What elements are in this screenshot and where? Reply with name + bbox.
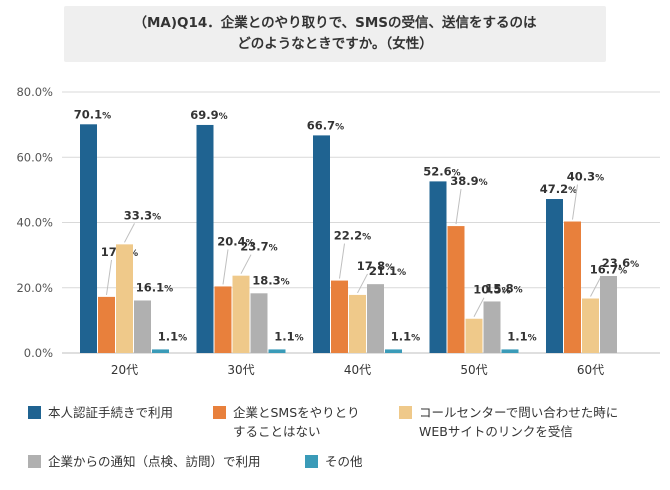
data-label: 20.4% [217,234,254,248]
bar [385,349,402,353]
legend-item-other: その他 [305,452,363,471]
x-tick-label: 40代 [344,363,371,377]
data-label-leader [124,223,135,243]
data-label: 40.3% [567,170,604,184]
bar [268,349,286,353]
legend-label: コールセンターで問い合わせた時に WEBサイトのリンクを受信 [419,405,619,439]
legend-swatch [305,455,318,468]
legend-swatch [399,406,412,419]
data-label-leader [357,273,368,294]
legend-label: 本人認証手続きで利用 [48,405,174,420]
legend-label: 企業とSMSをやりとり することはない [233,405,360,439]
x-tick-label: 60代 [577,363,604,377]
bar [116,244,133,353]
bar [80,124,97,353]
data-label-leader [473,297,485,317]
data-label: 16.1% [136,280,173,294]
bar [232,275,250,353]
data-label: 66.7% [307,118,344,132]
legend-label: 企業からの通知（点検、訪問）で利用 [48,454,261,469]
bar [214,286,232,353]
data-label: 15.8% [485,281,522,295]
data-label: 23.7% [240,240,277,254]
data-label-leader [106,259,112,295]
legend-swatch [28,406,41,419]
bar [349,294,366,353]
data-label: 1.1% [274,329,303,343]
data-label: 70.1% [74,107,111,121]
data-label-leader [240,254,252,274]
bar [564,221,581,353]
x-tick-label: 30代 [227,363,254,377]
y-tick-label: 20.0% [16,281,53,295]
data-label: 21.1% [369,264,406,278]
bar [582,298,599,353]
bar [546,199,563,353]
data-label: 69.9% [190,108,227,122]
data-label: 10.5% [473,283,510,297]
data-label: 52.6% [423,164,460,178]
bar [367,284,384,353]
bar [600,276,617,353]
legend-swatch [213,406,226,419]
legend-item-no-sms: 企業とSMSをやりとり することはない [213,403,360,441]
data-label: 16.7% [590,263,627,277]
y-tick-label: 40.0% [16,216,53,230]
legend-item-honnin-ninsho: 本人認証手続きで利用 [28,403,173,422]
chart-title-box: （MA)Q14．企業とのやり取りで、SMSの受信、送信をするのは どのようなとき… [64,6,606,62]
bar [331,280,348,353]
legend-label: その他 [325,454,363,469]
data-label: 18.3% [252,273,289,287]
legend-swatch [28,455,41,468]
data-label: 38.9% [450,174,487,188]
data-label: 23.6% [602,256,639,270]
bar [429,181,447,353]
chart-title-line-1: （MA)Q14．企業とのやり取りで、SMSの受信、送信をするのは [133,15,537,31]
data-label-leader [590,277,601,297]
bar [196,124,214,353]
bar [98,296,115,353]
bar [483,301,501,353]
data-label-leader [222,249,229,285]
data-label-leader [455,189,462,225]
bar [134,300,151,353]
data-label: 47.2% [540,182,577,196]
data-label-leader [572,184,578,220]
data-label-leader [339,243,345,279]
data-label: 1.1% [391,329,420,343]
legend-item-call-center-link: コールセンターで問い合わせた時に WEBサイトのリンクを受信 [399,403,618,441]
data-label: 22.2% [334,229,371,243]
data-label: 1.1% [507,329,536,343]
y-tick-label: 0.0% [24,346,53,360]
x-tick-label: 50代 [460,363,487,377]
legend-item-notification: 企業からの通知（点検、訪問）で利用 [28,452,261,471]
y-tick-label: 80.0% [16,85,53,99]
y-tick-label: 60.0% [16,150,53,164]
bar [465,318,483,353]
bar [250,293,268,353]
x-tick-label: 20代 [111,363,138,377]
bar [447,226,465,353]
data-label: 1.1% [158,329,187,343]
chart-title-line-2: どのようなときですか。（女性） [237,36,433,52]
data-label: 33.3% [124,208,161,222]
data-label: 17.8% [357,259,394,273]
bar [152,349,169,353]
bar [501,349,519,353]
bar [313,135,330,353]
